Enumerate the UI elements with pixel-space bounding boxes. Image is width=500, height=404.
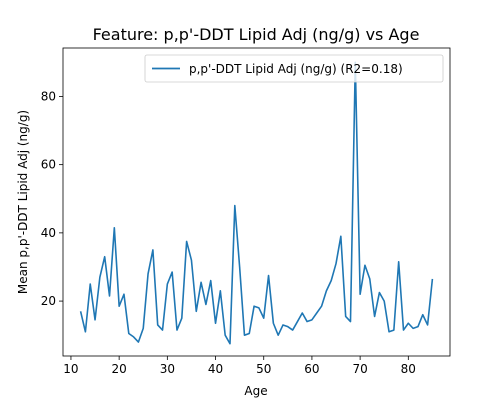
y-axis: 20 40 60 80: [41, 89, 63, 308]
x-axis: 10 20 30 40 50 60 70 80: [63, 356, 416, 376]
y-tick-label: 20: [41, 294, 56, 308]
x-axis-label: Age: [244, 384, 267, 398]
x-tick-label: 40: [208, 362, 223, 376]
y-tick-label: 40: [41, 226, 56, 240]
x-tick-label: 30: [160, 362, 175, 376]
y-tick-label: 60: [41, 158, 56, 172]
plot-frame: [62, 47, 451, 357]
y-tick-label: 80: [41, 89, 56, 103]
x-tick-label: 50: [256, 362, 271, 376]
x-tick-label: 60: [304, 362, 319, 376]
legend-label: p,p'-DDT Lipid Adj (ng/g) (R2=0.18): [189, 62, 403, 76]
x-tick-label: 20: [112, 362, 127, 376]
x-tick-label: 80: [401, 362, 416, 376]
legend: p,p'-DDT Lipid Adj (ng/g) (R2=0.18): [144, 54, 444, 83]
series-layer: [79, 61, 434, 345]
legend-box: [144, 54, 444, 83]
x-tick-label: 70: [352, 362, 367, 376]
series-line: [79, 61, 434, 345]
y-axis-label: Mean p,p'-DDT Lipid Adj (ng/g): [16, 110, 30, 294]
x-tick-label: 10: [63, 362, 78, 376]
chart-title: Feature: p,p'-DDT Lipid Adj (ng/g) vs Ag…: [93, 25, 420, 44]
